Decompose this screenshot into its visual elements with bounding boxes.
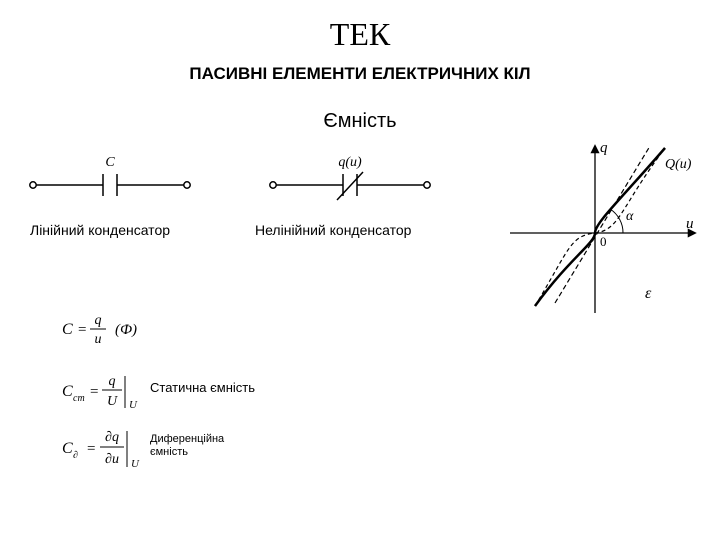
formula-c-lhs: C xyxy=(62,321,73,338)
slide-page: ТЕК ПАСИВНІ ЕЛЕМЕНТИ ЕЛЕКТРИЧНИХ КІЛ Ємн… xyxy=(0,0,720,540)
label-static-capacitance: Статична ємність xyxy=(150,380,255,395)
formula-cst-eq: = xyxy=(90,384,98,400)
formula-cst-lhs: C xyxy=(62,383,73,400)
capacitor-linear-symbol: C xyxy=(25,150,195,205)
label-linear-capacitor: Лінійний конденсатор xyxy=(30,222,170,238)
formula-cst-den: U xyxy=(107,394,118,409)
formula-c-den: u xyxy=(95,332,102,347)
graph-epsilon-label: ε xyxy=(645,285,652,302)
label-nonlinear-capacitor: Нелінійний конденсатор xyxy=(255,222,411,238)
formula-c-eq: = xyxy=(78,322,86,338)
formula-cd-eq: = xyxy=(87,441,95,457)
capacitor-nonlinear-label: q(u) xyxy=(338,155,362,170)
graph-y-axis-label: q xyxy=(600,140,608,156)
graph-x-axis-label: u xyxy=(686,216,694,232)
formula-cd-num: ∂q xyxy=(105,430,119,445)
section-title: Ємність xyxy=(0,110,720,133)
formula-cst-num: q xyxy=(109,374,116,389)
formula-cd-sub: U xyxy=(131,458,140,470)
capacitance-characteristic-graph: q u 0 Q(u) α ε xyxy=(500,138,710,318)
capacitor-nonlinear-symbol: q(u) xyxy=(265,150,435,210)
graph-angle-label: α xyxy=(626,209,634,224)
formula-cd-lhs-sub: ∂ xyxy=(73,450,78,461)
formula-cd-lhs: C xyxy=(62,440,73,457)
formula-cst-lhs-sub: ст xyxy=(73,393,85,404)
formula-capacitance: C = q u (Ф) xyxy=(60,310,160,348)
capacitor-linear-label: C xyxy=(105,155,115,170)
formula-c-unit: (Ф) xyxy=(115,322,137,338)
formula-c-num: q xyxy=(95,313,102,328)
page-title: ТЕК xyxy=(0,16,720,53)
graph-curve-label: Q(u) xyxy=(665,157,692,172)
page-subtitle: ПАСИВНІ ЕЛЕМЕНТИ ЕЛЕКТРИЧНИХ КІЛ xyxy=(0,64,720,84)
formula-cst-sub: U xyxy=(129,399,138,411)
label-differential-capacitance: Диференційна ємність xyxy=(150,433,240,458)
formula-differential-capacitance: C ∂ = ∂q ∂u U xyxy=(60,425,150,471)
graph-origin-label: 0 xyxy=(600,234,607,249)
formula-static-capacitance: C ст = q U U xyxy=(60,370,150,412)
formula-cd-den: ∂u xyxy=(105,452,119,467)
